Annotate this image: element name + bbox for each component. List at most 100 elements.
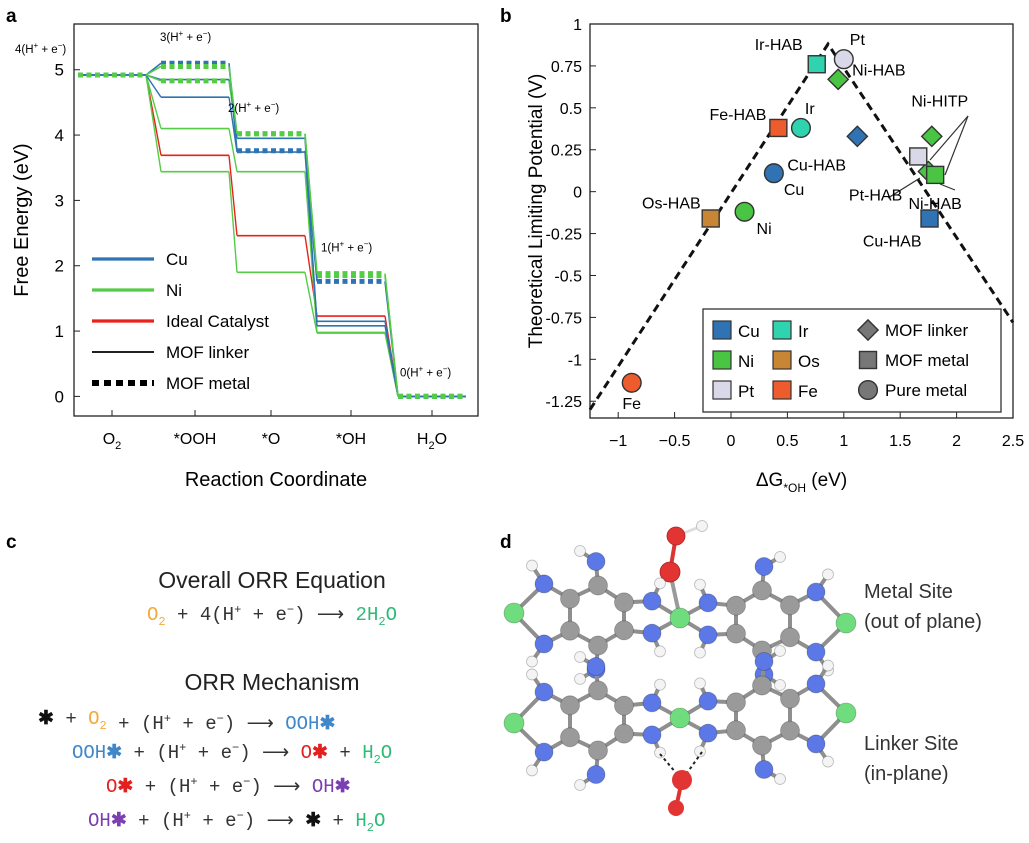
mechanism-rows: ✱ + O2 + (H+ + e−) ⟶ OOH✱OOH✱ + (H+ + e−…: [38, 708, 392, 835]
star-glyph: ✱: [319, 713, 335, 735]
o: O: [106, 776, 117, 798]
atom: [560, 620, 580, 641]
point-label: Pt-HAB: [849, 187, 902, 204]
overall-equation: O2 + 4(H+ + e−) ⟶ 2H2O: [147, 603, 397, 629]
x-title-unit: (eV): [806, 470, 847, 491]
annotation-pointer: [944, 115, 969, 176]
y-tick-label: 0: [573, 185, 582, 202]
proton: ) ⟶: [224, 713, 285, 735]
atom: [654, 746, 666, 759]
proton: ) ⟶: [250, 776, 311, 798]
h2o: O: [374, 810, 385, 832]
atom: [774, 773, 786, 785]
atom: [654, 678, 666, 691]
x-title-sub: *OH: [783, 481, 806, 495]
x-tick-label: 0: [727, 433, 736, 450]
eq-h2o-h: H: [367, 604, 378, 626]
atom: [698, 593, 718, 613]
series-connector: [304, 272, 318, 334]
chart-b-volcano: 1 0.75 0.5 0.25 0 -0.25 -0.5 -0.75 -1 -1.25 −1 −0.5…: [526, 17, 1024, 495]
tick-main: H: [417, 431, 429, 448]
sup: +: [184, 809, 191, 823]
atom: [694, 646, 706, 659]
atom-oxygen: [666, 526, 686, 546]
panel-d-structures: Metal Site (out of plane) Linker Site (i…: [503, 520, 982, 816]
series-connector: [384, 273, 399, 397]
legend-label: Cu: [738, 322, 760, 341]
step-label-part: +: [179, 29, 184, 38]
x-tick-label: 2.5: [1002, 433, 1024, 450]
point-label: Ni-HITP: [911, 93, 968, 110]
atom: [588, 680, 608, 701]
atom: [560, 695, 580, 716]
atom: [835, 702, 857, 724]
point-cu: Cu: [763, 163, 804, 199]
point-label: Cu: [784, 182, 804, 199]
point-label: Os-HAB: [642, 195, 701, 212]
atom: [774, 551, 786, 563]
atom: [698, 625, 718, 645]
point-ir: Ir: [790, 101, 815, 138]
y-tick-label: 2: [55, 257, 64, 276]
atom: [574, 673, 586, 685]
o: O: [301, 742, 312, 764]
legend-a: Cu Ni Ideal Catalyst MOF linker MOF metal: [92, 250, 269, 393]
metal-site-subtitle: (out of plane): [864, 611, 982, 633]
sup: −: [232, 741, 239, 755]
atom: [822, 659, 834, 672]
point-fe: Fe: [621, 372, 642, 413]
legend-label: MOF metal: [166, 374, 250, 393]
point-ni-hab: Ni-HAB: [827, 62, 906, 91]
proton: ) ⟶: [244, 810, 305, 832]
star-glyph: ✱: [38, 708, 54, 730]
atom: [526, 559, 538, 572]
eq-o2-sub: 2: [158, 615, 165, 629]
step-label: 3(H+ + e−): [160, 29, 211, 44]
step-label-part: + e: [344, 243, 364, 255]
sup: +: [164, 712, 171, 726]
atom-oxygen: [668, 800, 684, 816]
point-pt: Pt: [833, 32, 865, 70]
legend-label: Pt: [738, 382, 754, 401]
step-label-part: ): [62, 44, 66, 56]
y-tick-label: 0.25: [551, 143, 582, 160]
atom: [752, 580, 772, 601]
point-square: [920, 209, 939, 228]
step-label-part: −: [443, 364, 448, 373]
atom: [574, 545, 586, 557]
step-label-part: 1(H: [321, 243, 340, 255]
plus: +: [328, 742, 362, 764]
tick-sub: 2: [115, 440, 121, 452]
y-tick-label: 1: [55, 322, 64, 341]
plot-frame-a: [73, 23, 479, 417]
series-connector: [145, 65, 162, 76]
legend-swatch: [772, 380, 792, 400]
atom: [560, 588, 580, 609]
legend-label: Fe: [798, 382, 818, 401]
step-label-part: + e: [183, 32, 203, 44]
mechanism-row: O✱ + (H+ + e−) ⟶ OH✱: [106, 775, 351, 798]
atom: [754, 652, 774, 671]
point-diamond: [846, 125, 869, 148]
metal-site-title: Metal Site: [864, 581, 953, 603]
point-square: [858, 350, 878, 370]
point-label: Cu-HAB: [863, 233, 922, 250]
point-cu-hab: Cu-HAB: [787, 125, 869, 174]
proton: + e: [191, 810, 237, 832]
y-tick-label: 3: [55, 191, 64, 210]
legend-label: Ir: [798, 322, 809, 341]
x-tick-label: H2O: [417, 431, 447, 452]
x-tick-label: 2: [952, 433, 961, 450]
atom: [752, 675, 772, 696]
h2o: O: [381, 742, 392, 764]
atom: [726, 720, 746, 741]
step-label: 1(H+ + e−): [321, 240, 372, 255]
star-glyph: ✱: [111, 810, 127, 832]
plus: +: [127, 810, 161, 832]
atom: [698, 723, 718, 743]
x-tick-label: *O: [262, 431, 281, 448]
atom: [780, 595, 800, 616]
atom: [534, 682, 554, 702]
